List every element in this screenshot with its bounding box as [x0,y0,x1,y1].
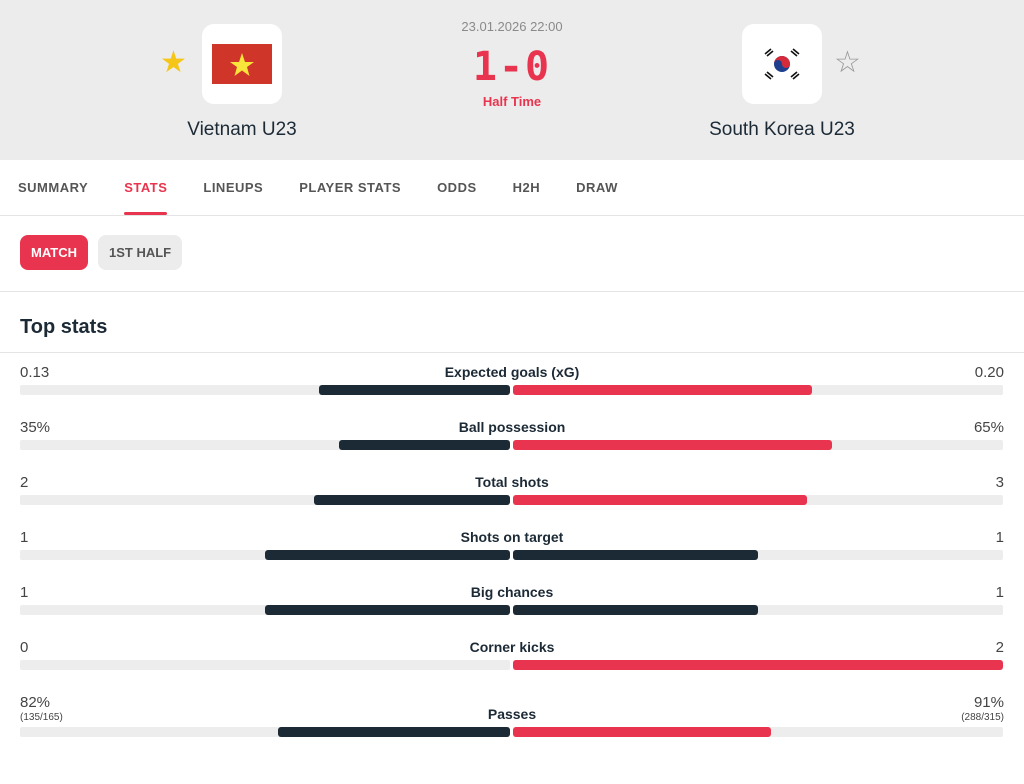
stat-row: 1 Shots on target 1 [20,529,1004,569]
period-1st-half-button[interactable]: 1ST HALF [97,235,183,270]
stat-label: Corner kicks [469,639,555,655]
stat-label: Total shots [475,474,549,490]
home-team-logo[interactable] [202,24,282,104]
home-stat-bar-fill [265,605,510,615]
home-stat-bar [20,495,510,505]
tab-stats[interactable]: STATS [124,160,168,215]
away-stat-bar-fill [513,727,771,737]
home-stat-value: 1 [20,584,28,601]
away-stat-bar [513,440,1003,450]
home-stat-bar-fill [265,550,510,560]
home-stat-bar [20,660,510,670]
away-stat-bar [513,550,1003,560]
stat-label: Expected goals (xG) [444,364,580,380]
favorite-star-outline-icon[interactable]: ☆ [834,46,861,79]
home-value: 2 [20,474,29,491]
home-value: 1 [20,584,29,601]
home-team-name[interactable]: Vietnam U23 [187,119,297,140]
away-value: 1 [995,529,1004,546]
tab-bar: SUMMARY STATS LINEUPS PLAYER STATS ODDS H2H DR… [0,160,1024,216]
home-value: 1 [20,529,29,546]
away-value: 3 [995,474,1004,491]
away-stat-bar-fill [513,605,758,615]
away-value: 1 [995,584,1004,601]
stat-label: Passes [487,706,537,722]
match-status: Half Time [482,94,542,109]
home-stat-value: 1 [20,529,28,546]
match-header: 23.01.2026 22:00 ★ Vietnam U23 1-0 Half … [0,0,1024,160]
home-stat-bar-fill [277,727,510,737]
divider [0,291,1024,292]
home-value: 35% [20,419,51,436]
stat-row: 1 Big chances 1 [20,584,1004,624]
away-stat-bar-fill [513,495,807,505]
stat-row: 82% (135/165) Passes 91% (288/315) [20,694,1004,737]
section-title: Top stats [20,316,108,338]
home-stat-bar-fill [338,440,510,450]
tab-draw[interactable]: DRAW [576,180,618,195]
away-team-name[interactable]: South Korea U23 [709,119,855,140]
home-stat-value: 35% [20,419,50,436]
away-stat-detail: (288/315) [961,712,1004,723]
home-stat-value: 0 [20,639,28,656]
stat-label: Shots on target [460,529,564,545]
away-stat-value: 91% (288/315) [961,694,1004,723]
home-value: 82% [20,694,51,711]
home-stat-value: 2 [20,474,28,491]
stat-row: 0 Corner kicks 2 [20,639,1004,679]
tab-lineups[interactable]: LINEUPS [203,180,264,195]
away-stat-bar-fill [513,550,758,560]
away-value: 2 [995,639,1004,656]
divider [0,352,1024,353]
home-stat-bar [20,550,510,560]
away-stat-value: 1 [996,529,1004,546]
tab-odds[interactable]: ODDS [437,180,477,195]
away-stat-value: 2 [996,639,1004,656]
away-stat-bar-fill [513,385,812,395]
stat-row: 2 Total shots 3 [20,474,1004,514]
away-team-logo[interactable] [742,24,822,104]
period-match-button[interactable]: MATCH [20,235,88,270]
match-datetime: 23.01.2026 22:00 [461,19,563,34]
away-value: 65% [973,419,1004,436]
stat-label: Ball possession [458,419,566,435]
stat-row: 0.13 Expected goals (xG) 0.20 [20,364,1004,404]
away-stat-value: 3 [996,474,1004,491]
away-stat-bar [513,660,1003,670]
tab-player-stats[interactable]: PLAYER STATS [299,180,402,195]
home-stat-bar [20,385,510,395]
away-stat-bar [513,495,1003,505]
away-stat-bar [513,385,1003,395]
home-stat-bar [20,605,510,615]
stat-row: 35% Ball possession 65% [20,419,1004,459]
favorite-star-filled-icon[interactable]: ★ [160,46,187,79]
period-filter: MATCH 1ST HALF [20,235,183,270]
away-value: 0.20 [974,364,1004,381]
match-score: 1-0 [472,44,552,90]
home-stat-value: 0.13 [20,364,49,381]
away-stat-bar [513,727,1003,737]
away-stat-bar [513,605,1003,615]
home-stat-bar-fill [314,495,510,505]
home-value: 0.13 [20,364,50,381]
home-stat-value: 82% (135/165) [20,694,63,723]
tab-h2h[interactable]: H2H [512,180,541,195]
tab-summary[interactable]: SUMMARY [18,180,89,195]
away-value: 91% [973,694,1004,711]
home-stat-detail: (135/165) [20,712,63,723]
away-stat-value: 0.20 [975,364,1004,381]
vietnam-flag-icon [212,44,272,84]
home-value: 0 [20,639,29,656]
away-stat-bar-fill [513,440,832,450]
away-stat-bar-fill [513,660,1003,670]
home-stat-bar-fill [318,385,510,395]
south-korea-flag-icon [758,44,806,84]
away-stat-value: 65% [974,419,1004,436]
stat-label: Big chances [470,584,554,600]
home-stat-bar [20,727,510,737]
away-stat-value: 1 [996,584,1004,601]
home-stat-bar [20,440,510,450]
